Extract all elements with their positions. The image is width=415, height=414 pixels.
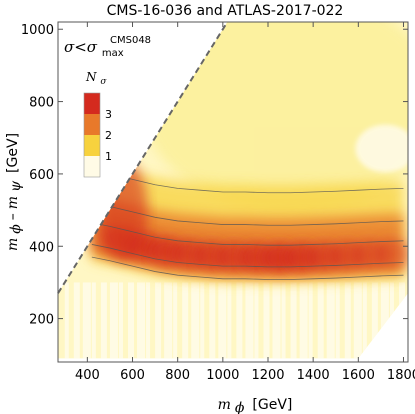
low-region-stripe — [182, 282, 189, 359]
low-region-stripe — [398, 282, 405, 359]
y-tick-label: 600 — [29, 168, 54, 183]
low-region-stripe — [380, 282, 389, 359]
low-region-stripe — [64, 282, 69, 359]
low-region-stripe — [146, 282, 151, 359]
low-region-stripe — [408, 282, 415, 358]
x-axis-label: m ϕ [GeV] — [218, 396, 293, 414]
low-region-stripe — [155, 282, 162, 359]
x-tick-label: 400 — [75, 368, 100, 383]
low-region-stripe — [200, 282, 205, 359]
y-tick-label: 400 — [29, 240, 54, 255]
low-region-stripe — [281, 282, 286, 359]
x-tick-label: 1200 — [251, 368, 284, 383]
upper-right-pale-patch — [355, 124, 408, 173]
low-region-stripe — [191, 282, 200, 359]
plot-frame — [57, 21, 409, 363]
kinematic-boundary-line — [57, 21, 229, 294]
low-region-stripe — [218, 282, 227, 359]
low-region-stripe — [245, 282, 254, 359]
low-region-stripe — [335, 282, 340, 359]
x-tick-label: 800 — [165, 368, 190, 383]
low-region-stripe — [118, 282, 123, 359]
condition-label: σ<σ max CMS048 — [64, 35, 151, 59]
colorbar-frame — [83, 92, 101, 178]
chart-title: CMS-16-036 and ATLAS-2017-022 — [107, 3, 344, 19]
low-region-stripe — [82, 282, 91, 359]
colorbar-swatch — [84, 156, 100, 177]
low-region-stripe — [317, 282, 324, 359]
svg-text:σ<σ max: σ<σ max — [64, 38, 124, 59]
contour-line-2-upper — [91, 202, 404, 226]
low-region-stripe — [353, 282, 362, 359]
low-region-stripe — [326, 282, 335, 359]
y-tick-label: 200 — [29, 313, 54, 328]
low-region-stripe — [109, 282, 118, 359]
low-region-stripe — [362, 282, 367, 359]
low-region-stripe — [173, 282, 178, 359]
x-tick-label: 1800 — [387, 368, 415, 383]
x-tick-label: 600 — [120, 368, 145, 383]
low-region-stripe — [164, 282, 173, 359]
low-region-stripe — [254, 282, 259, 359]
colorbar-level-label: 2 — [105, 129, 112, 142]
low-region-stripe — [344, 282, 351, 359]
low-region-stripe — [100, 282, 107, 359]
axis-ticks: 400 600 800 1000 1200 1400 1600 1800 200 400 600 80… — [21, 22, 415, 383]
low-region-stripe — [389, 282, 394, 359]
contour-line-3-lower — [91, 244, 404, 268]
colorbar-swatch — [84, 135, 100, 156]
low-region-stripe — [308, 282, 313, 359]
x-tick-label: 1000 — [206, 368, 239, 383]
x-tick-label: 1400 — [297, 368, 330, 383]
low-region-stripe — [263, 282, 270, 359]
low-region-stripe — [236, 282, 243, 359]
y-tick-label: 1000 — [21, 23, 54, 38]
contour-line-1-upper — [91, 169, 404, 194]
colorbar-level-label: 1 — [105, 150, 112, 163]
y-tick-label: 800 — [29, 96, 54, 111]
low-region-stripe — [299, 282, 308, 359]
low-region-stripe — [137, 282, 146, 359]
low-region-stripe — [91, 282, 96, 359]
low-region-stripe — [128, 282, 134, 359]
svg-text:CMS048: CMS048 — [110, 35, 151, 46]
low-region-stripe — [209, 282, 216, 359]
colorbar-swatch — [84, 114, 100, 135]
low-region-stripe — [227, 282, 232, 359]
colorbar-level-label: 3 — [105, 108, 112, 121]
x-tick-label: 1600 — [342, 368, 375, 383]
contour-line-3-upper — [91, 222, 404, 246]
svg-text:N σ: N σ — [85, 70, 107, 87]
contour-line-2-lower — [91, 256, 404, 280]
low-region-stripe — [371, 282, 378, 359]
low-region-stripe — [73, 282, 80, 359]
y-axis-label: m ϕ – m ψ [GeV] — [4, 133, 24, 251]
low-region-stripe — [272, 282, 281, 359]
colorbar-legend: N σ 3 2 1 — [83, 70, 112, 178]
colorbar-swatch — [84, 93, 100, 114]
low-region-stripe — [290, 282, 297, 359]
band-core-segment — [374, 237, 408, 270]
